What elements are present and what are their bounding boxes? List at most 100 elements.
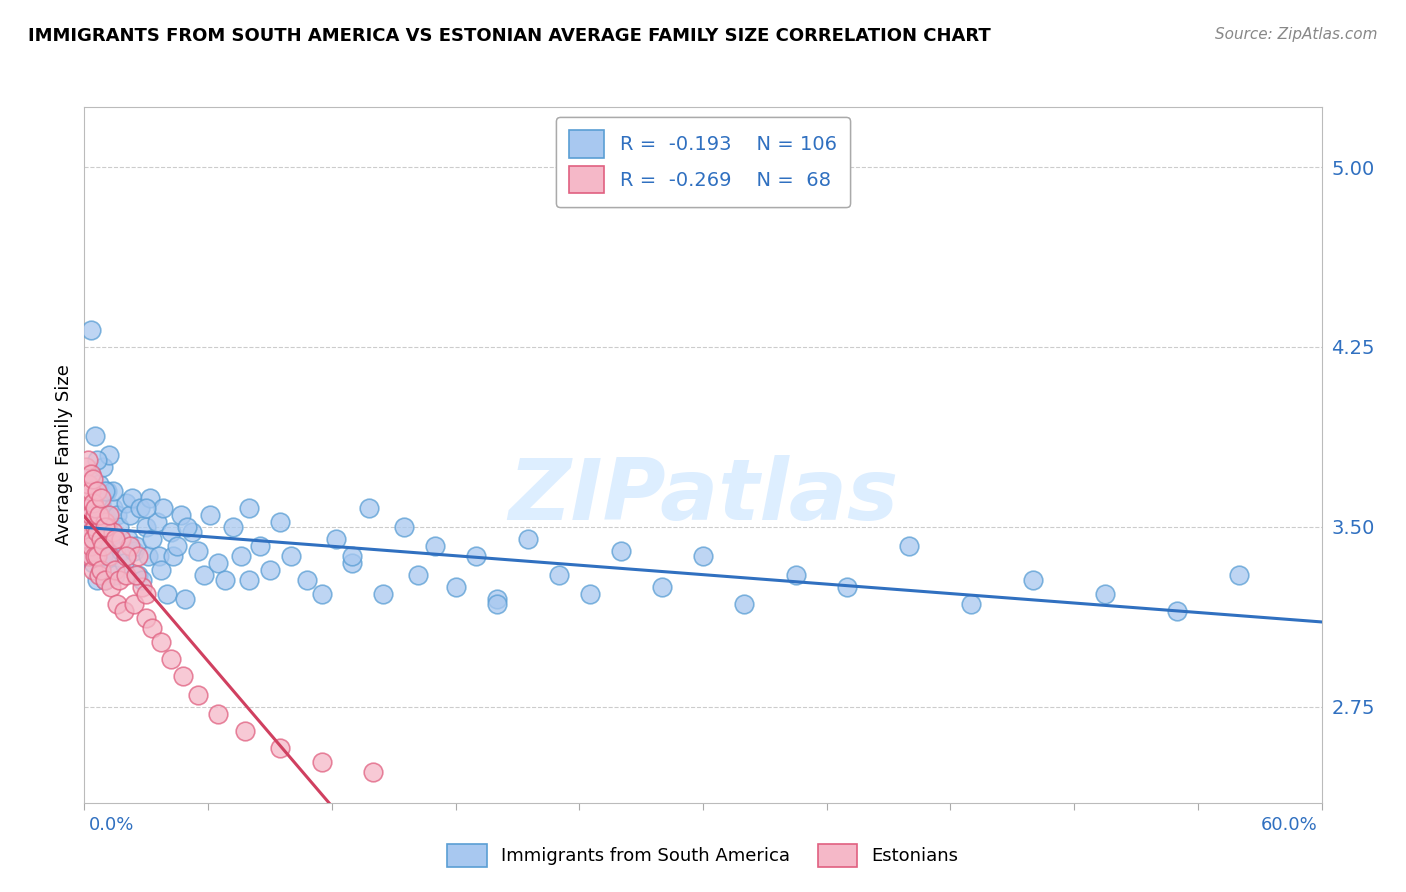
Legend: R =  -0.193    N = 106, R =  -0.269    N =  68: R = -0.193 N = 106, R = -0.269 N = 68 <box>555 117 851 207</box>
Point <box>342 556 364 570</box>
Point <box>129 500 152 515</box>
Text: ZIPatlas: ZIPatlas <box>508 455 898 538</box>
Point <box>578 587 600 601</box>
Point <box>139 491 162 505</box>
Point <box>90 563 112 577</box>
Point <box>423 539 446 553</box>
Point <box>79 539 101 553</box>
Point <box>127 549 149 563</box>
Point <box>1166 604 1188 618</box>
Point <box>94 483 117 498</box>
Point <box>87 567 110 582</box>
Point <box>75 539 97 553</box>
Point <box>83 549 105 563</box>
Point <box>547 567 569 582</box>
Point <box>162 549 184 563</box>
Point <box>141 532 163 546</box>
Point <box>733 597 755 611</box>
Point <box>135 500 157 515</box>
Point <box>110 532 132 546</box>
Point <box>90 563 112 577</box>
Point <box>82 556 104 570</box>
Point <box>156 587 179 601</box>
Point <box>174 591 197 606</box>
Point <box>79 483 101 498</box>
Point <box>207 556 229 570</box>
Point <box>87 476 110 491</box>
Y-axis label: Average Family Size: Average Family Size <box>55 365 73 545</box>
Point <box>79 532 101 546</box>
Point <box>118 539 141 553</box>
Point <box>83 520 105 534</box>
Point <box>229 549 252 563</box>
Point <box>325 532 347 546</box>
Point <box>104 563 127 577</box>
Point <box>77 549 100 563</box>
Point <box>125 567 148 582</box>
Point <box>125 539 148 553</box>
Point <box>96 520 118 534</box>
Point <box>105 597 128 611</box>
Point <box>98 508 121 522</box>
Point <box>187 544 209 558</box>
Point <box>98 515 121 529</box>
Point <box>87 539 110 553</box>
Point <box>79 549 101 563</box>
Point <box>86 549 108 563</box>
Text: Source: ZipAtlas.com: Source: ZipAtlas.com <box>1215 27 1378 42</box>
Point <box>135 587 157 601</box>
Point <box>114 549 136 563</box>
Point <box>149 635 172 649</box>
Point <box>108 520 131 534</box>
Point <box>87 520 110 534</box>
Point <box>77 500 100 515</box>
Point <box>176 520 198 534</box>
Point <box>122 544 145 558</box>
Point <box>90 491 112 505</box>
Point <box>785 567 807 582</box>
Point <box>83 428 105 442</box>
Point <box>960 597 983 611</box>
Point <box>127 567 149 582</box>
Point <box>1094 587 1116 601</box>
Point <box>444 580 467 594</box>
Point <box>91 539 114 553</box>
Point <box>86 524 108 539</box>
Point <box>103 524 125 539</box>
Point <box>837 580 859 594</box>
Point <box>91 459 114 474</box>
Point <box>148 549 170 563</box>
Point <box>114 496 136 510</box>
Point <box>75 459 97 474</box>
Point <box>79 508 101 522</box>
Point <box>75 515 97 529</box>
Point <box>86 452 108 467</box>
Point <box>91 524 114 539</box>
Point <box>392 520 415 534</box>
Point <box>361 764 384 779</box>
Point <box>408 567 430 582</box>
Point <box>83 524 105 539</box>
Point <box>180 524 202 539</box>
Point <box>135 520 157 534</box>
Point <box>86 483 108 498</box>
Point <box>83 508 105 522</box>
Point <box>77 549 100 563</box>
Point <box>141 621 163 635</box>
Point <box>96 483 118 498</box>
Point <box>87 508 110 522</box>
Point <box>103 483 125 498</box>
Point <box>238 500 260 515</box>
Point <box>373 587 395 601</box>
Point <box>94 520 117 534</box>
Point <box>82 532 104 546</box>
Point <box>198 508 221 522</box>
Point <box>166 539 188 553</box>
Point <box>295 573 318 587</box>
Point <box>90 532 112 546</box>
Point <box>100 549 122 563</box>
Point <box>342 549 364 563</box>
Point <box>79 323 101 337</box>
Point <box>110 544 132 558</box>
Point <box>108 573 131 587</box>
